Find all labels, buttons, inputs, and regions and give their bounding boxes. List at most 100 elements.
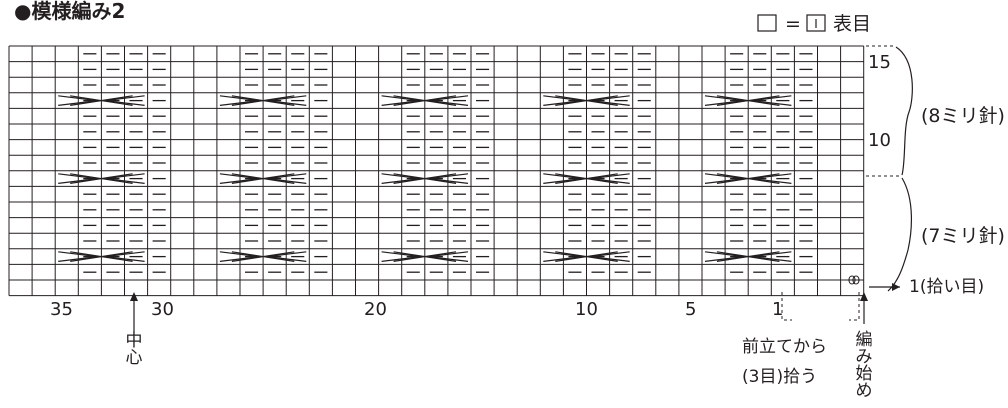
cable-cross-symbol (219, 251, 307, 262)
pickup-arrow-head (892, 283, 900, 291)
cable-stroke (105, 95, 145, 102)
cable-stroke (716, 251, 780, 262)
cable-cross-symbol (219, 173, 307, 184)
cable-stroke (752, 173, 792, 180)
cable-stroke (58, 100, 98, 106)
cable-crossings (58, 95, 792, 262)
cable-stroke (543, 100, 583, 106)
cable-stroke (428, 256, 469, 262)
col-number-1: 1 (772, 299, 783, 320)
cable-stroke (105, 178, 145, 184)
cable-stroke (219, 256, 260, 262)
cable-stroke (219, 178, 260, 184)
cable-stroke (58, 256, 98, 262)
cable-stroke (704, 173, 745, 180)
cable-stroke (267, 256, 307, 262)
cable-stroke (543, 173, 583, 180)
cable-stroke (555, 95, 618, 106)
cable-stroke (704, 256, 745, 262)
cable-stroke (393, 173, 457, 184)
pickup-row-label: 1(拾い目) (909, 277, 984, 297)
cable-stroke (393, 251, 457, 262)
cable-stroke (428, 95, 469, 102)
cable-stroke (231, 95, 295, 106)
cable-stroke (543, 95, 583, 102)
col-number-30: 30 (151, 299, 174, 320)
legend: = 表目 (757, 13, 871, 35)
cable-stroke (58, 251, 98, 258)
legend-knit-square-icon (806, 14, 826, 32)
cable-stroke (752, 256, 792, 262)
row-number-15: 15 (868, 52, 891, 73)
cable-stroke (428, 173, 469, 180)
start-stitch-symbol (848, 275, 860, 285)
cable-stroke (231, 251, 295, 262)
col-number-5: 5 (685, 299, 696, 320)
cable-stroke (219, 95, 260, 102)
front-pickup-label-line2: (3目)拾う (742, 367, 817, 387)
cable-stroke (555, 173, 618, 184)
cable-cross-symbol (58, 95, 145, 106)
cable-cross-symbol (58, 173, 145, 184)
col-number-35: 35 (50, 299, 73, 320)
brace-8mm (895, 46, 913, 176)
cable-stroke (267, 95, 307, 102)
needle-label-8mm: (8ミリ針) (921, 105, 1005, 127)
cable-stroke (105, 251, 145, 258)
stitch-grid (8, 45, 865, 297)
cable-stroke (58, 178, 98, 184)
cable-stroke (590, 251, 630, 258)
legend-empty-square-icon (757, 14, 777, 32)
cable-stroke (381, 178, 421, 184)
cable-stroke (381, 251, 421, 258)
cable-stroke (219, 173, 260, 180)
cable-stroke (752, 100, 792, 106)
cable-cross-symbol (543, 95, 630, 106)
cable-stroke (381, 173, 421, 180)
cable-stroke (381, 256, 421, 262)
cable-stroke (231, 173, 295, 184)
cable-stroke (267, 251, 307, 258)
cable-stroke (704, 95, 745, 102)
cable-stroke (543, 178, 583, 184)
cable-stroke (219, 100, 260, 106)
cable-stroke (381, 100, 421, 106)
cable-stroke (105, 256, 145, 262)
cable-stroke (267, 173, 307, 180)
cable-stroke (267, 178, 307, 184)
cable-cross-symbol (381, 95, 469, 106)
center-label: 中心 (126, 331, 143, 368)
cable-stroke (58, 95, 98, 102)
cable-cross-symbol (381, 251, 469, 262)
cable-cross-symbol (543, 251, 630, 262)
cable-stroke (716, 173, 780, 184)
row-number-10: 10 (868, 130, 891, 151)
start-label: 編み始め (856, 330, 873, 401)
cable-cross-symbol (219, 95, 307, 106)
brace-7mm (887, 177, 913, 292)
cable-stroke (704, 178, 745, 184)
cable-cross-symbol (543, 173, 630, 184)
cable-stroke (58, 173, 98, 180)
chart-title: ●模様編み2 (14, 0, 125, 23)
cable-cross-symbol (381, 173, 469, 184)
cable-stroke (590, 178, 630, 184)
cable-stroke (393, 95, 457, 106)
cable-stroke (590, 256, 630, 262)
cable-stroke (70, 95, 133, 106)
cable-stroke (70, 173, 133, 184)
start-arrow-head (860, 292, 868, 301)
cable-stroke (543, 256, 583, 262)
cable-cross-symbol (58, 251, 145, 262)
cable-stroke (752, 178, 792, 184)
cable-stroke (428, 251, 469, 258)
cable-stroke (381, 95, 421, 102)
cable-stroke (704, 251, 745, 258)
cable-stroke (70, 251, 133, 262)
cable-cross-symbol (704, 173, 792, 184)
legend-text: 表目 (833, 13, 871, 35)
cable-stroke (752, 251, 792, 258)
cable-stroke (590, 95, 630, 102)
needle-label-7mm: (7ミリ針) (921, 225, 1005, 247)
front-pickup-label-line1: 前立てから (742, 337, 827, 357)
